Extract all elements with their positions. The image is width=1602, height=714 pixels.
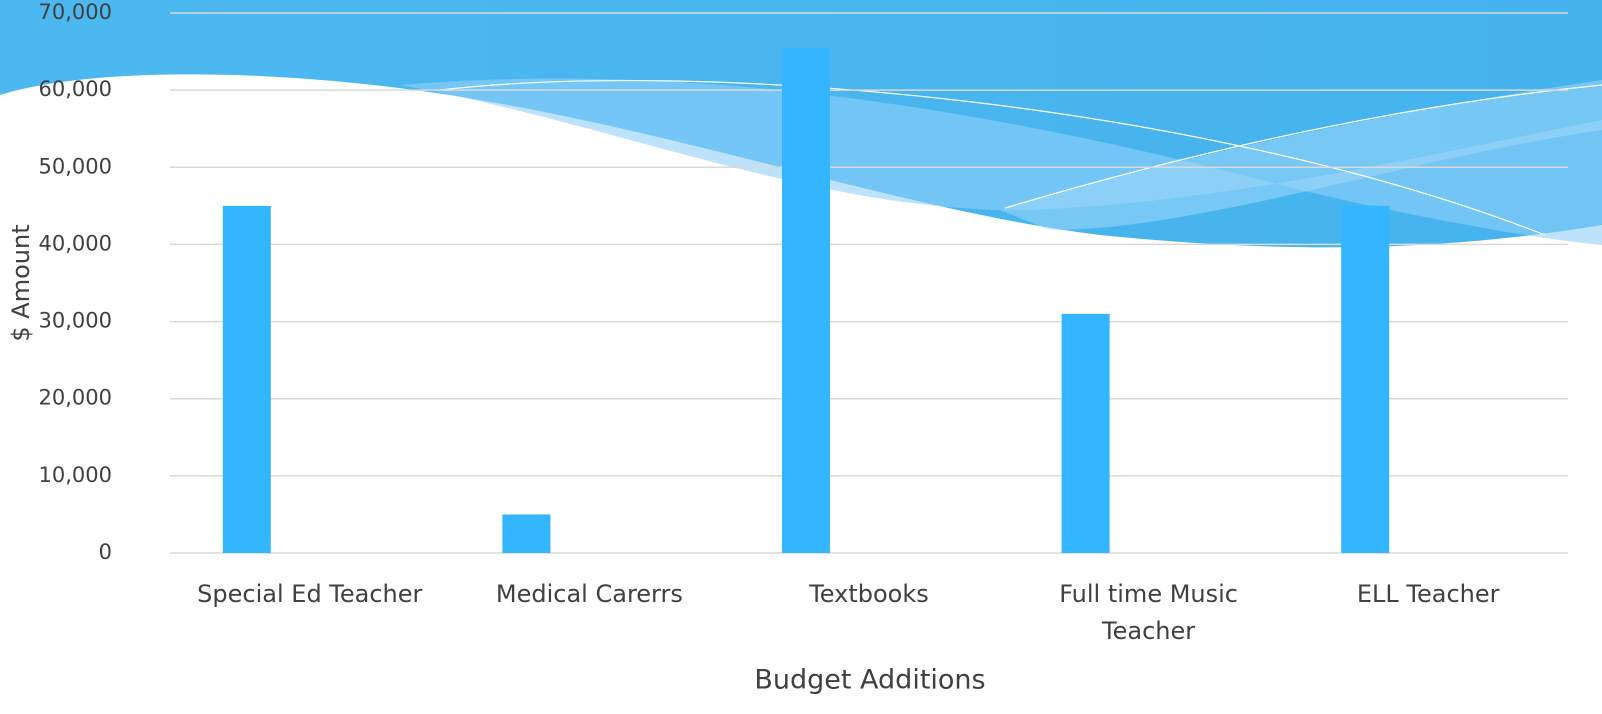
bar [1061,313,1110,553]
y-tick-label: 20,000 [39,386,112,410]
x-tick-label: Textbooks [809,580,929,608]
x-tick-label: Special Ed Teacher [197,580,423,608]
bar [502,514,551,553]
y-tick-label: 30,000 [39,309,112,333]
x-axis-title: Budget Additions [754,665,985,696]
y-tick-label: 60,000 [39,77,112,101]
x-tick-label: ELL Teacher [1356,580,1500,608]
y-tick-label: 70,000 [39,0,112,24]
bar [782,47,830,553]
x-tick-label: Full time Music Teacher [1059,580,1238,645]
y-axis-title: $ Amount [7,224,35,341]
bar [1341,205,1390,553]
y-tick-label: 10,000 [39,463,112,487]
y-tick-label: 0 [99,540,112,564]
bar [222,205,271,553]
y-tick-label: 50,000 [39,154,112,178]
y-tick-label: 40,000 [39,231,112,255]
x-tick-label: Medical Carerrs [495,580,683,608]
